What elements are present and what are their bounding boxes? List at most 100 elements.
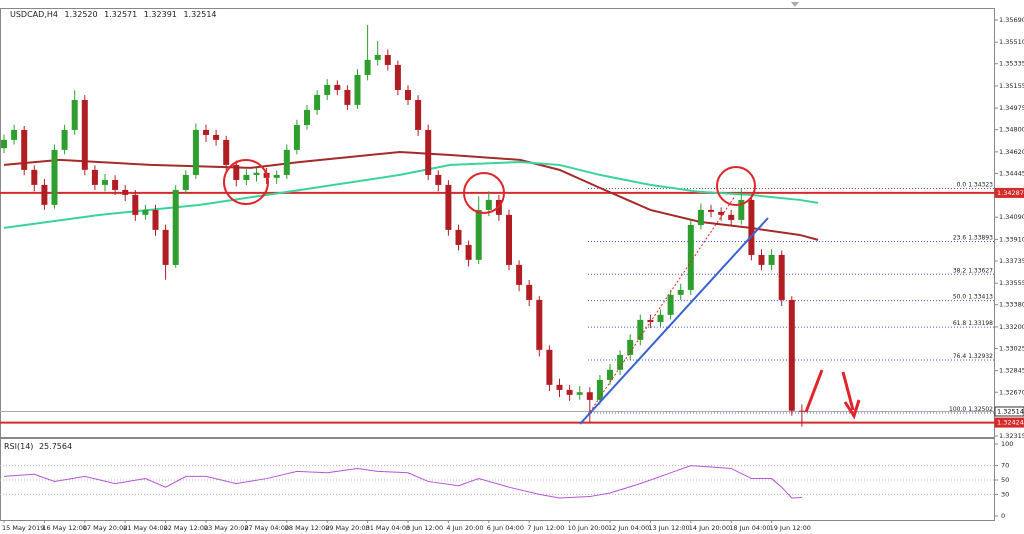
fib-level: 100.0 xyxy=(949,405,966,412)
fib-level: 50.0 xyxy=(953,293,967,300)
candle-body xyxy=(304,109,310,125)
moving-average xyxy=(3,150,819,241)
x-tick-label: 13 Jun 12:00 xyxy=(648,524,689,532)
candle-body xyxy=(566,389,573,395)
fib-level: 0.0 xyxy=(957,181,967,188)
candle-body xyxy=(273,174,280,178)
fib-price: 1.33627 xyxy=(968,267,993,274)
candle-body xyxy=(192,129,199,175)
rsi-label: RSI(14) xyxy=(4,442,33,451)
candle-body xyxy=(607,369,613,380)
fib-level: 23.6 xyxy=(953,234,967,241)
x-tick-label: 19 Jun 12:00 xyxy=(770,524,811,532)
candle-body xyxy=(243,174,250,180)
highlight-circle xyxy=(716,166,756,206)
candle-body xyxy=(768,254,775,265)
y-tick-label: 1.34090 xyxy=(999,213,1024,221)
arrow-up xyxy=(804,369,824,413)
header-close: 1.32514 xyxy=(183,10,216,19)
candle-body xyxy=(112,179,119,190)
x-tick-label: 27 May 04:00 xyxy=(244,524,289,532)
y-tick-label: 1.33910 xyxy=(999,235,1024,243)
y-tick-label: 1.32315 xyxy=(999,432,1024,440)
x-tick-label: 21 May 04:00 xyxy=(123,524,168,532)
header-low: 1.32391 xyxy=(144,10,177,19)
candle-body xyxy=(596,379,603,400)
x-tick-label: 18 Jun 04:00 xyxy=(729,524,770,532)
y-tick-label: 1.32845 xyxy=(999,367,1024,375)
fib-label: 50.0 1.33413 xyxy=(953,293,993,300)
candle-body xyxy=(314,94,321,110)
x-tick-label: 4 Jun 20:00 xyxy=(446,524,483,532)
fib-label: 23.6 1.33893 xyxy=(953,234,993,241)
candle-body xyxy=(637,319,644,340)
candle-body xyxy=(81,99,88,170)
fib-label: 0.0 1.34323 xyxy=(957,181,994,188)
candle-body xyxy=(798,410,805,412)
candle-body xyxy=(223,139,230,165)
arrow-down xyxy=(841,371,855,411)
candle-body xyxy=(516,264,523,285)
candle-body xyxy=(364,59,371,75)
candle-body xyxy=(394,64,401,90)
y-tick-label: 1.33025 xyxy=(999,344,1024,352)
plot-layer: 1.35690 1.35510 1.35335 1.35155 1.34975 1.348… xyxy=(0,16,1024,532)
candle-body xyxy=(627,339,634,355)
candle-body xyxy=(415,99,422,130)
x-tick-label: 16 May 12:00 xyxy=(42,524,87,532)
candle-body xyxy=(748,199,755,255)
fib-label: 76.4 1.32932 xyxy=(953,352,993,359)
candle-body xyxy=(697,209,704,225)
candle-body xyxy=(61,129,68,150)
x-tick-label: 6 Jun 04:00 xyxy=(487,524,524,532)
rsi-tick-label: 70 xyxy=(1001,462,1009,470)
candle-body xyxy=(708,209,714,212)
rsi-tick-label: 30 xyxy=(1001,490,1009,498)
candle-body xyxy=(405,89,411,100)
rsi-line xyxy=(3,465,802,499)
x-tick-label: 17 May 20:00 xyxy=(83,524,128,532)
candle-body xyxy=(647,319,654,322)
candle-body xyxy=(324,84,331,95)
candle-body xyxy=(21,129,28,170)
highlight-circle xyxy=(463,172,505,214)
y-tick-label: 1.33555 xyxy=(999,279,1024,287)
scroll-marker xyxy=(791,2,799,7)
y-tick-label: 1.34975 xyxy=(999,104,1024,112)
rsi-tick-label: 100 xyxy=(1001,440,1013,448)
x-tick-label: 22 May 12:00 xyxy=(164,524,209,532)
candle-body xyxy=(728,214,735,220)
fib-price: 1.34323 xyxy=(968,181,993,188)
fib-level: 76.4 xyxy=(953,352,967,359)
rsi-tick-label: 0 xyxy=(1001,512,1005,520)
candle-body xyxy=(162,229,169,265)
candle-body xyxy=(617,354,624,370)
candle-body xyxy=(1,139,7,149)
fib-price: 1.32932 xyxy=(968,352,993,359)
candle-body xyxy=(172,189,179,265)
candle-body xyxy=(41,184,48,205)
x-tick-label: 14 Jun 20:00 xyxy=(689,524,730,532)
x-tick-label: 31 May 04:00 xyxy=(366,524,411,532)
price-tag-label: 1.34287 xyxy=(997,189,1024,197)
x-tick-label: 23 May 20:00 xyxy=(204,524,249,532)
x-tick-label: 7 Jun 12:00 xyxy=(527,524,564,532)
candle-body xyxy=(122,189,129,195)
y-tick-label: 1.32670 xyxy=(999,388,1024,396)
fib-level: 61.8 xyxy=(953,320,967,327)
annotations xyxy=(223,159,861,425)
candle-body xyxy=(506,214,512,265)
candle-body xyxy=(344,89,351,105)
y-tick-label: 1.33200 xyxy=(999,323,1024,331)
rsi-header: RSI(14) 25.7564 xyxy=(4,442,72,451)
candle-body xyxy=(354,74,361,105)
y-tick-label: 1.35510 xyxy=(999,38,1024,46)
rsi-tick-label: 50 xyxy=(1001,476,1009,484)
symbol: USDCAD,H4 xyxy=(10,10,58,19)
candle-body xyxy=(435,174,442,185)
y-tick-label: 1.35690 xyxy=(999,16,1024,24)
fib-level: 38.2 xyxy=(953,267,967,274)
chart-header: USDCAD,H4 1.32520 1.32571 1.32391 1.3251… xyxy=(10,10,217,19)
x-tick-label: 28 May 12:00 xyxy=(285,524,330,532)
fib-price: 1.32502 xyxy=(968,405,993,412)
